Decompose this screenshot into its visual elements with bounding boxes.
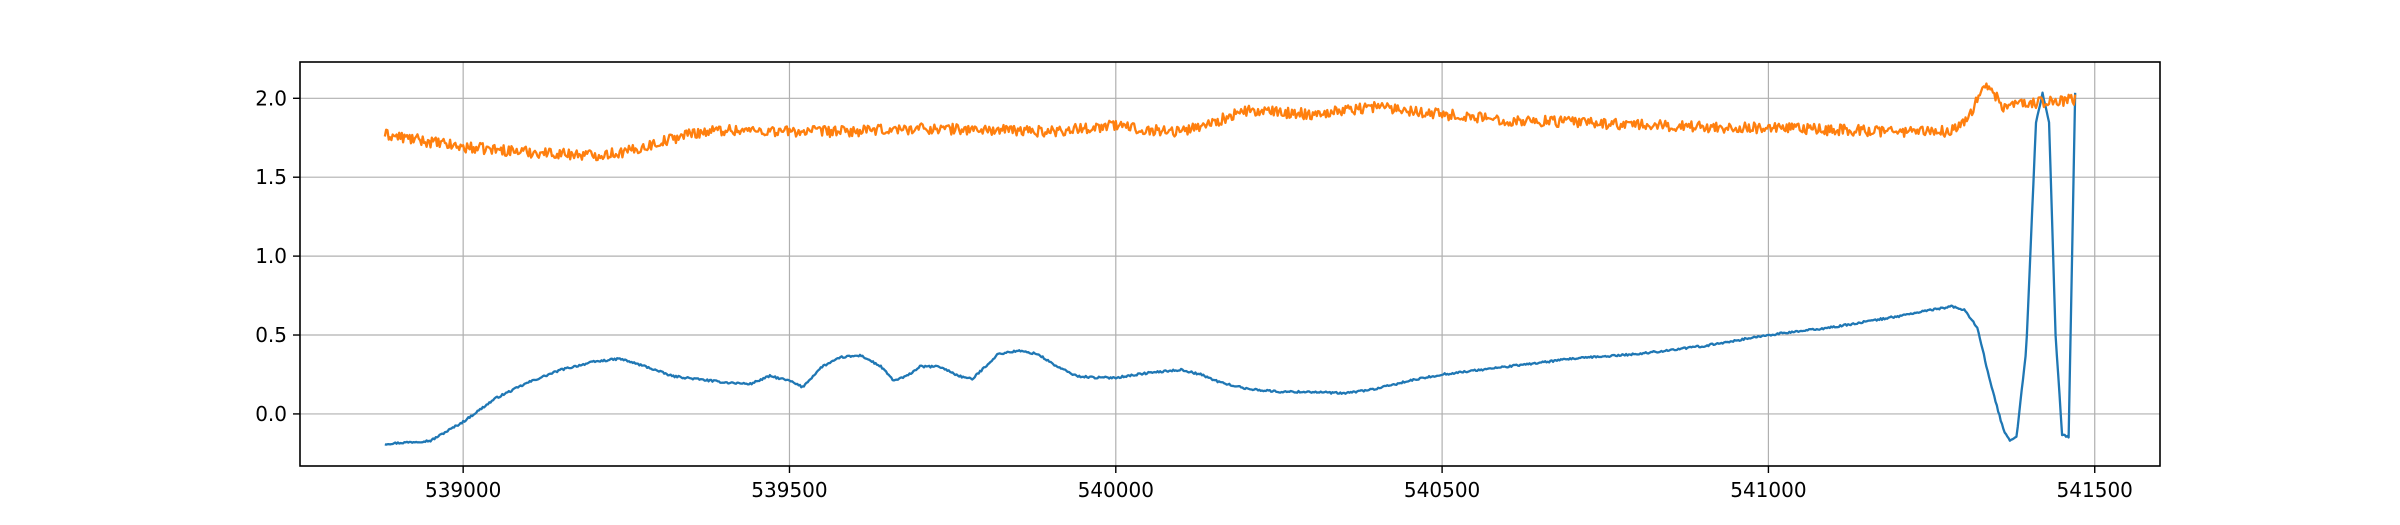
grid: [300, 62, 2160, 466]
x-tick-label: 539500: [751, 478, 827, 502]
y-axis: 0.0 0.5 1.0 1.5 2.0: [255, 86, 300, 426]
x-tick-label: 541000: [1730, 478, 1806, 502]
y-tick-label: 0.5: [255, 323, 287, 347]
series-layer: [383, 82, 2077, 446]
x-tick-label: 541500: [2057, 478, 2133, 502]
y-tick-label: 0.0: [255, 402, 287, 426]
x-tick-label: 540500: [1404, 478, 1480, 502]
y-tick-label: 1.5: [255, 165, 287, 189]
x-axis: 539000 539500 540000 540500 541000 541500: [425, 466, 2133, 502]
plot-frame: [299, 61, 2161, 467]
y-tick-label: 2.0: [255, 86, 287, 110]
series-line-1: [384, 91, 2077, 446]
x-tick-label: 539000: [425, 478, 501, 502]
x-tick-label: 540000: [1078, 478, 1154, 502]
series-line-2: [383, 82, 2077, 162]
y-tick-label: 1.0: [255, 244, 287, 268]
